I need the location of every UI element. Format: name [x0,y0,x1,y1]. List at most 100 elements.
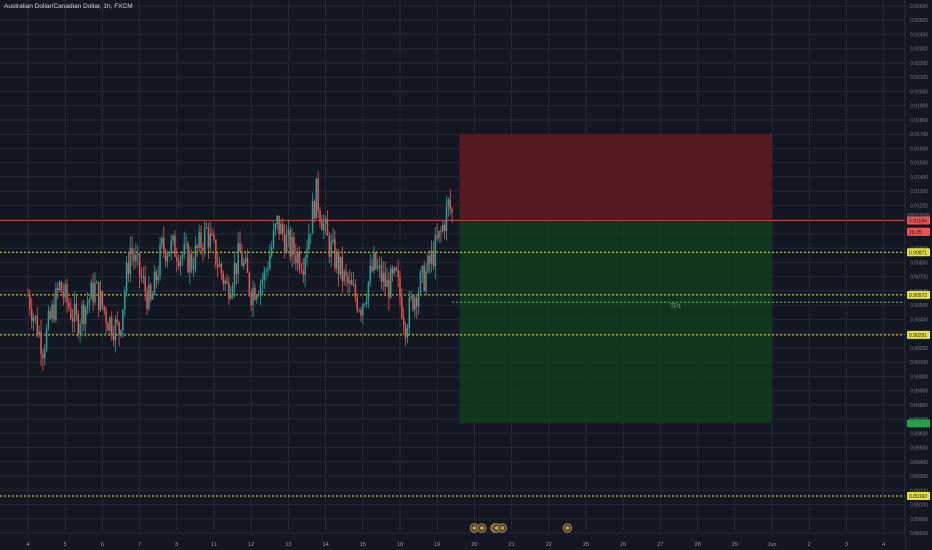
take-profit-zone[interactable] [459,220,772,424]
economic-event-dot [500,526,505,530]
time-tick-label: 3 [845,542,848,548]
candle-body [179,257,182,267]
time-tick-label: 13 [285,542,291,548]
candle-body [163,237,165,251]
candle-body [135,254,137,262]
price-tick-label: 0.92200 [910,61,928,67]
price-tick-label: 0.91300 [910,189,928,195]
candle-body [250,292,252,305]
candle-body [265,270,267,272]
candle-body [131,248,133,255]
candle-body [43,349,46,359]
candle-body [189,253,191,273]
candle-body [414,297,416,310]
candle-body [440,230,442,232]
economic-event-dot [494,526,499,530]
candle-body [388,280,390,298]
candle-body [443,224,446,231]
candle-body [321,221,323,231]
symbol-title[interactable]: Australian Dollar/Canadian Dollar, 1h, F… [4,3,133,10]
candle-body [257,294,260,296]
candle-body [430,250,433,264]
candle-body [367,281,370,301]
time-tick-label: 4 [26,542,29,548]
candle-body [347,275,349,284]
candle-body [174,235,176,257]
candle-body [384,272,386,287]
candle-body [296,251,299,264]
candle-body [350,280,353,286]
candle-body [373,252,375,271]
candle-body [42,354,44,359]
candle-body [66,284,68,303]
candle-body [62,292,65,298]
candle-body [252,287,254,305]
candle-body [406,328,409,338]
candle-body [285,234,288,253]
candle-body [308,234,310,249]
candle-body [332,239,334,242]
candle-body [136,253,139,255]
candle-body [47,311,50,328]
candle-body [196,245,199,248]
candle-body [378,265,381,268]
time-tick-label: 5 [64,542,67,548]
candle-body [75,303,78,315]
candle-body [77,314,79,334]
candle-body [49,311,52,319]
candle-body [274,224,277,231]
time-tick-label: 8 [175,542,178,548]
candle-body [380,265,383,282]
time-tick-label: 25 [583,542,589,548]
price-tick-label: 0.91700 [910,132,928,138]
candle-body [215,239,217,265]
candle-body [38,331,40,336]
candle-body [110,317,113,336]
time-axis[interactable] [0,536,905,550]
stop-loss-zone[interactable] [459,134,772,221]
candle-body [213,235,215,240]
price-tick-label: 0.91800 [910,118,928,124]
time-tick-label: 22 [546,542,552,548]
price-label-text: 0.89160 [909,494,927,500]
candle-body [427,255,429,272]
price-tick-label: 0.90100 [910,360,928,366]
price-tick-label: 0.92500 [910,18,928,24]
price-tick-label: 0.90400 [910,317,928,323]
economic-event-dot [480,526,484,530]
candle-body [419,272,422,293]
time-tick-label: 12 [248,542,254,548]
candle-body [270,246,273,256]
time-tick-label: 11 [211,542,217,548]
price-tick-label: 0.91200 [910,203,928,209]
price-tick-label: 0.89000 [910,517,928,523]
candle-body [415,297,418,307]
candle-body [298,251,301,270]
price-label-text: 26:35 [909,230,922,236]
price-tick-label: 0.90800 [910,260,928,266]
candle-body [114,319,117,341]
candle-body [267,269,269,271]
candle-body [226,280,228,283]
candle-body [103,306,106,311]
take-profit-axis-badge [907,419,930,428]
candle-body [86,303,89,307]
candle-body [151,294,154,300]
price-tick-label: 0.90200 [910,346,928,352]
price-label-badge [907,216,930,225]
candle-body [27,295,29,296]
candle-body [365,300,368,304]
candle-body [45,327,48,350]
candle-body [339,256,342,275]
candle-body [363,303,366,305]
time-tick-label: 26 [620,542,626,548]
candle-body [144,276,146,292]
time-tick-label: 2 [808,542,811,548]
price-axis[interactable] [905,0,932,550]
candle-body [393,267,396,274]
candle-body [343,271,345,282]
candle-body [256,295,258,300]
candle-body [133,254,135,262]
